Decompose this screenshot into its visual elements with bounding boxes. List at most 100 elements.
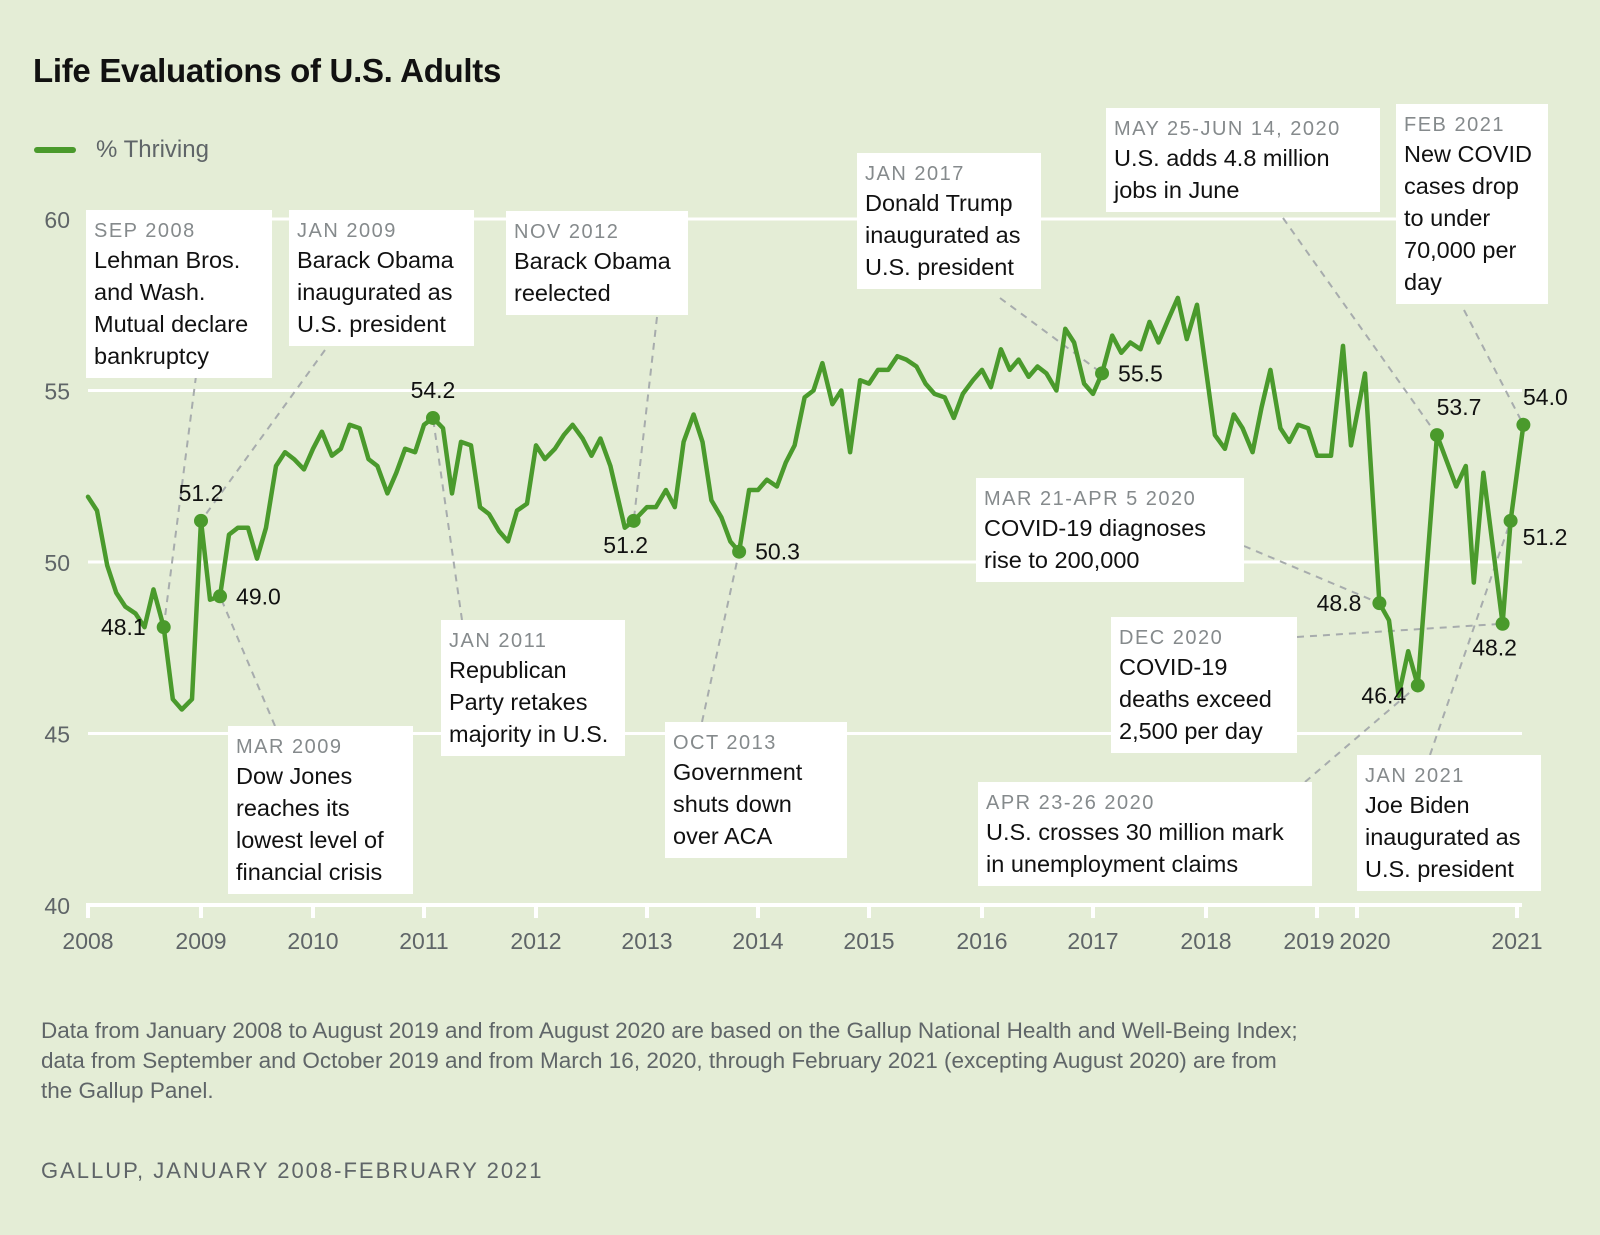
leader-line: [219, 595, 276, 727]
data-point-marker: [213, 589, 228, 604]
annotation-jan-2011: JAN 2011 Republican Party retakes majori…: [441, 620, 625, 756]
annotation-text: COVID-19 deaths exceed 2,500 per day: [1119, 654, 1272, 744]
chart-title: Life Evaluations of U.S. Adults: [33, 52, 502, 89]
footnote: Data from January 2008 to August 2019 an…: [41, 1018, 1298, 1103]
data-point-label: 48.8: [1317, 590, 1362, 616]
y-tick-label: 45: [44, 722, 70, 748]
data-point-marker: [1495, 616, 1510, 631]
y-tick-label: 50: [44, 550, 70, 576]
x-tick-label: 2018: [1180, 928, 1231, 954]
legend-label-thriving: % Thriving: [96, 136, 209, 163]
data-point-marker: [156, 620, 171, 635]
x-tick-label: 2015: [843, 928, 894, 954]
x-tick-label: 2011: [399, 928, 448, 954]
annotation-text: Donald Trump inaugurated as U.S. preside…: [865, 190, 1021, 280]
x-tick-label: 2021: [1491, 928, 1542, 954]
data-point-marker: [425, 410, 440, 425]
leader-line: [162, 375, 197, 628]
x-tick-label: 2010: [287, 928, 338, 954]
annotation-mar-2009: MAR 2009 Dow Jones reaches its lowest le…: [228, 726, 413, 894]
annotation-oct-2013: OCT 2013 Government shuts down over ACA: [665, 722, 847, 858]
data-point-label: 54.2: [411, 377, 456, 403]
annotation-sep-2008: SEP 2008 Lehman Bros. and Wash. Mutual d…: [86, 210, 272, 378]
data-point-marker: [732, 544, 747, 559]
data-point-label: 55.5: [1118, 360, 1163, 386]
annotation-date: MAY 25-JUN 14, 2020: [1114, 118, 1341, 140]
leader-line: [1296, 622, 1503, 638]
data-point-label: 50.3: [755, 539, 800, 565]
x-tick-label: 2009: [175, 928, 226, 954]
data-point-label: 51.2: [179, 480, 224, 506]
data-point-marker: [1516, 417, 1531, 432]
annotation-date: DEC 2020: [1119, 627, 1224, 649]
annotation-jan-2021: JAN 2021 Joe Biden inaugurated as U.S. p…: [1357, 755, 1541, 891]
x-tick-label: 2008: [62, 928, 113, 954]
leader-line: [1243, 545, 1380, 605]
y-tick-label: 40: [44, 893, 70, 919]
annotation-text: COVID-19 diagnoses rise to 200,000: [984, 515, 1207, 573]
x-tick-label: 2013: [621, 928, 672, 954]
leader-line: [632, 316, 658, 521]
series-line-thriving: [85, 295, 1526, 712]
leader-line: [1429, 520, 1512, 756]
annotation-apr-2020: APR 23-26 2020 U.S. crosses 30 million m…: [978, 782, 1312, 886]
x-tick-label: 2016: [956, 928, 1007, 954]
data-point-label: 46.4: [1361, 682, 1406, 708]
data-point-label: 48.2: [1472, 635, 1517, 661]
annotation-dec-2020: DEC 2020 COVID-19 deaths exceed 2,500 pe…: [1111, 617, 1297, 753]
annotation-text: Barack Obama reelected: [514, 248, 671, 306]
data-point-marker: [1430, 428, 1444, 443]
x-tick-label: 2012: [510, 928, 561, 954]
annotation-may-jun-2020: MAY 25-JUN 14, 2020 U.S. adds 4.8 millio…: [1106, 108, 1380, 212]
data-point-label: 54.0: [1523, 384, 1568, 410]
data-point-marker: [194, 513, 208, 528]
legend-swatch-thriving: [34, 147, 76, 153]
data-point-label: 51.2: [603, 532, 648, 558]
annotation-text: U.S. crosses 30 million mark in unemploy…: [986, 819, 1284, 877]
annotation-text: Dow Jones reaches its lowest level of fi…: [236, 763, 384, 885]
leader-line: [1304, 684, 1419, 783]
annotation-date: SEP 2008: [94, 220, 196, 242]
annotation-jan-2017: JAN 2017 Donald Trump inaugurated as U.S…: [857, 153, 1041, 289]
source-line: GALLUP, JANUARY 2008-FEBRUARY 2021: [41, 1158, 544, 1183]
annotation-date: MAR 21-APR 5 2020: [984, 488, 1197, 510]
legend: % Thriving: [34, 136, 209, 164]
data-point-label: 53.7: [1437, 394, 1482, 420]
data-point-label: 49.0: [236, 583, 281, 609]
leader-line: [701, 551, 741, 723]
y-axis: 40 45 50 55 60: [44, 207, 70, 919]
annotation-text: Lehman Bros. and Wash. Mutual declare ba…: [94, 247, 249, 369]
leader-line: [999, 297, 1103, 375]
y-tick-label: 55: [44, 379, 70, 405]
data-point-marker: [1503, 513, 1518, 528]
annotation-date: JAN 2021: [1365, 765, 1465, 787]
annotation-mar-apr-2020: MAR 21-APR 5 2020 COVID-19 diagnoses ris…: [976, 478, 1244, 582]
x-tick-label: 2017: [1067, 928, 1118, 954]
data-point-marker: [1372, 596, 1387, 611]
data-point-label: 48.1: [101, 614, 146, 640]
data-point-marker: [1410, 678, 1425, 693]
annotation-date: JAN 2011: [449, 630, 548, 652]
annotation-leader-lines: [162, 217, 1525, 783]
annotation-date: FEB 2021: [1404, 114, 1505, 136]
annotation-text: Government shuts down over ACA: [673, 759, 803, 849]
x-axis: 2008 2009 2010 2011 2012 2013 2014 2015 2016 2017…: [62, 903, 1543, 954]
annotation-text: Joe Biden inaugurated as U.S. president: [1365, 792, 1521, 882]
data-point-marker: [626, 513, 641, 528]
leader-line: [1463, 309, 1525, 426]
data-point-label: 51.2: [1523, 524, 1568, 550]
x-tick-label: 2019: [1283, 928, 1334, 954]
annotation-date: JAN 2017: [865, 163, 965, 185]
data-point-marker: [1095, 366, 1110, 381]
annotation-date: JAN 2009: [297, 220, 397, 242]
annotation-date: OCT 2013: [673, 732, 777, 754]
leader-line: [200, 349, 326, 522]
annotation-text: Republican Party retakes majority in U.S…: [449, 657, 609, 747]
annotation-date: MAR 2009: [236, 736, 343, 758]
annotation-date: NOV 2012: [514, 221, 620, 243]
labeled-points: 48.1 51.2 49.0 54.2 51.2 50.3 55.5 48.8 46.4 53.7…: [101, 360, 1568, 708]
annotation-date: APR 23-26 2020: [986, 792, 1155, 814]
annotation-nov-2012: NOV 2012 Barack Obama reelected: [506, 211, 688, 315]
annotation-text: New COVID cases drop to under 70,000 per…: [1404, 141, 1532, 295]
